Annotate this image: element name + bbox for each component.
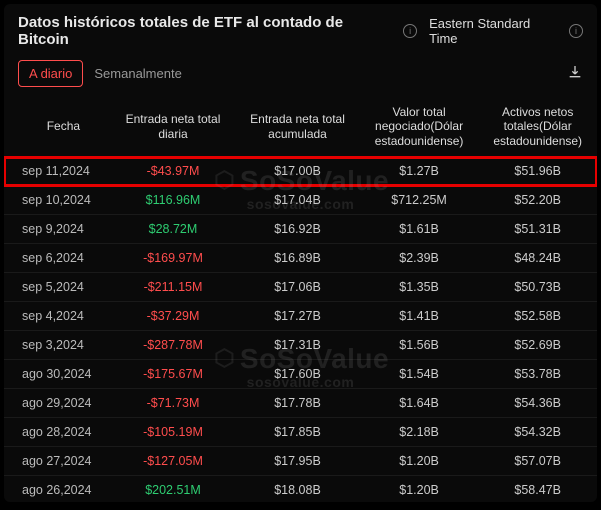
col-volume: Valor total negociado(Dólar estadouniden… xyxy=(360,97,479,157)
cell-net-daily: -$43.97M xyxy=(111,157,236,186)
cell-net-daily: $116.96M xyxy=(111,186,236,215)
cell-net-cumulative: $17.31B xyxy=(235,331,360,360)
info-icon[interactable]: i xyxy=(569,24,583,38)
table-row[interactable]: ago 28,2024-$105.19M$17.85B$2.18B$54.32B xyxy=(4,418,597,447)
page-title: Datos históricos totales de ETF al conta… xyxy=(18,14,395,48)
cell-volume: $1.54B xyxy=(360,360,479,389)
tab-weekly[interactable]: Semanalmente xyxy=(83,60,192,87)
cell-volume: $2.39B xyxy=(360,244,479,273)
cell-date: sep 9,2024 xyxy=(4,215,111,244)
cell-aum: $50.73B xyxy=(478,273,597,302)
cell-volume: $1.64B xyxy=(360,389,479,418)
cell-aum: $57.07B xyxy=(478,447,597,476)
cell-aum: $53.78B xyxy=(478,360,597,389)
download-icon[interactable] xyxy=(567,64,583,83)
cell-net-daily: $28.72M xyxy=(111,215,236,244)
cell-net-cumulative: $17.06B xyxy=(235,273,360,302)
cell-date: ago 27,2024 xyxy=(4,447,111,476)
cell-net-cumulative: $17.00B xyxy=(235,157,360,186)
cell-net-daily: -$175.67M xyxy=(111,360,236,389)
timezone-label: Eastern Standard Time xyxy=(429,16,561,46)
cell-net-daily: -$287.78M xyxy=(111,331,236,360)
cell-date: ago 29,2024 xyxy=(4,389,111,418)
cell-net-cumulative: $17.27B xyxy=(235,302,360,331)
table-row[interactable]: ago 29,2024-$71.73M$17.78B$1.64B$54.36B xyxy=(4,389,597,418)
cell-net-cumulative: $16.89B xyxy=(235,244,360,273)
table-row[interactable]: sep 4,2024-$37.29M$17.27B$1.41B$52.58B xyxy=(4,302,597,331)
cell-net-daily: -$169.97M xyxy=(111,244,236,273)
cell-net-cumulative: $18.08B xyxy=(235,476,360,502)
cell-volume: $1.20B xyxy=(360,476,479,502)
cell-date: sep 6,2024 xyxy=(4,244,111,273)
cell-aum: $48.24B xyxy=(478,244,597,273)
cell-date: sep 11,2024 xyxy=(4,157,111,186)
cell-aum: $51.96B xyxy=(478,157,597,186)
cell-net-cumulative: $17.95B xyxy=(235,447,360,476)
cell-volume: $2.18B xyxy=(360,418,479,447)
data-table: Fecha Entrada neta total diaria Entrada … xyxy=(4,97,597,502)
tabs-row: A diario Semanalmente xyxy=(4,54,597,97)
cell-date: sep 3,2024 xyxy=(4,331,111,360)
cell-aum: $51.31B xyxy=(478,215,597,244)
cell-aum: $52.58B xyxy=(478,302,597,331)
cell-net-daily: $202.51M xyxy=(111,476,236,502)
table-row[interactable]: ago 27,2024-$127.05M$17.95B$1.20B$57.07B xyxy=(4,447,597,476)
cell-volume: $1.27B xyxy=(360,157,479,186)
cell-net-daily: -$105.19M xyxy=(111,418,236,447)
cell-net-cumulative: $16.92B xyxy=(235,215,360,244)
cell-net-cumulative: $17.04B xyxy=(235,186,360,215)
table-row[interactable]: sep 9,2024$28.72M$16.92B$1.61B$51.31B xyxy=(4,215,597,244)
cell-date: sep 4,2024 xyxy=(4,302,111,331)
cell-aum: $54.36B xyxy=(478,389,597,418)
table-row[interactable]: sep 5,2024-$211.15M$17.06B$1.35B$50.73B xyxy=(4,273,597,302)
cell-date: sep 5,2024 xyxy=(4,273,111,302)
cell-net-cumulative: $17.85B xyxy=(235,418,360,447)
cell-aum: $52.20B xyxy=(478,186,597,215)
cell-volume: $1.41B xyxy=(360,302,479,331)
col-date: Fecha xyxy=(4,97,111,157)
cell-aum: $52.69B xyxy=(478,331,597,360)
table-row[interactable]: sep 3,2024-$287.78M$17.31B$1.56B$52.69B xyxy=(4,331,597,360)
cell-date: ago 30,2024 xyxy=(4,360,111,389)
cell-net-cumulative: $17.60B xyxy=(235,360,360,389)
cell-volume: $1.56B xyxy=(360,331,479,360)
col-net-daily: Entrada neta total diaria xyxy=(111,97,236,157)
table-row[interactable]: ago 26,2024$202.51M$18.08B$1.20B$58.47B xyxy=(4,476,597,502)
cell-date: sep 10,2024 xyxy=(4,186,111,215)
cell-aum: $58.47B xyxy=(478,476,597,502)
cell-volume: $712.25M xyxy=(360,186,479,215)
cell-net-cumulative: $17.78B xyxy=(235,389,360,418)
tabs: A diario Semanalmente xyxy=(18,60,193,87)
tab-daily[interactable]: A diario xyxy=(18,60,83,87)
header: Datos históricos totales de ETF al conta… xyxy=(4,4,597,54)
table-row[interactable]: ago 30,2024-$175.67M$17.60B$1.54B$53.78B xyxy=(4,360,597,389)
col-net-cumulative: Entrada neta total acumulada xyxy=(235,97,360,157)
cell-volume: $1.20B xyxy=(360,447,479,476)
cell-volume: $1.35B xyxy=(360,273,479,302)
cell-aum: $54.32B xyxy=(478,418,597,447)
cell-net-daily: -$71.73M xyxy=(111,389,236,418)
info-icon[interactable]: i xyxy=(403,24,417,38)
cell-net-daily: -$37.29M xyxy=(111,302,236,331)
table-header-row: Fecha Entrada neta total diaria Entrada … xyxy=(4,97,597,157)
cell-date: ago 28,2024 xyxy=(4,418,111,447)
cell-net-daily: -$211.15M xyxy=(111,273,236,302)
cell-volume: $1.61B xyxy=(360,215,479,244)
cell-date: ago 26,2024 xyxy=(4,476,111,502)
table-row[interactable]: sep 11,2024-$43.97M$17.00B$1.27B$51.96B xyxy=(4,157,597,186)
table-row[interactable]: sep 10,2024$116.96M$17.04B$712.25M$52.20… xyxy=(4,186,597,215)
table-row[interactable]: sep 6,2024-$169.97M$16.89B$2.39B$48.24B xyxy=(4,244,597,273)
col-aum: Activos netos totales(Dólar estadouniden… xyxy=(478,97,597,157)
cell-net-daily: -$127.05M xyxy=(111,447,236,476)
